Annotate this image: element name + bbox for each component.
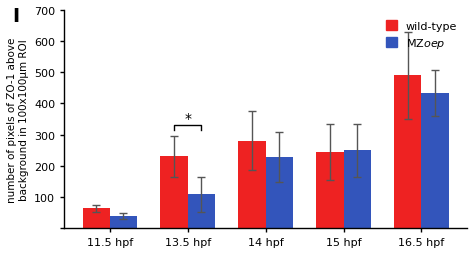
Bar (344, 151, 371, 228)
Bar (82, 209, 110, 228)
Bar (161, 157, 188, 228)
Bar (265, 157, 293, 228)
Bar (110, 216, 137, 228)
Bar (316, 152, 344, 228)
Bar (394, 76, 421, 228)
Bar (238, 141, 265, 228)
Bar (188, 195, 215, 228)
Text: I: I (12, 7, 19, 25)
Legend: wild-type, MZ$\it{oep}$: wild-type, MZ$\it{oep}$ (381, 17, 462, 56)
Bar (421, 94, 449, 228)
Text: *: * (184, 111, 191, 125)
Y-axis label: number of pixels of ZO-1 above
background in 100x100μm ROI: number of pixels of ZO-1 above backgroun… (7, 37, 28, 202)
